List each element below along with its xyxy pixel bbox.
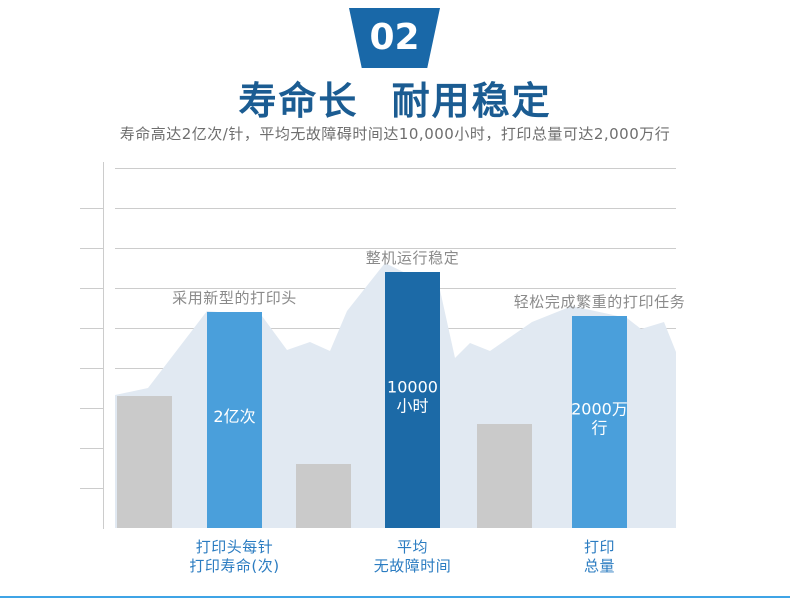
page-title: 寿命长 耐用稳定 [238, 79, 552, 123]
bar-3 [296, 464, 351, 528]
bar-6 [572, 316, 627, 528]
bar-value-label: 2000万 [571, 400, 628, 419]
category-label: 无故障时间 [374, 557, 452, 575]
bar-value-label: 行 [591, 419, 607, 438]
category-label: 打印 [584, 538, 615, 556]
category-label: 平均 [397, 538, 428, 556]
bar-annotation: 轻松完成繁重的打印任务 [514, 293, 686, 311]
section-number: 02 [369, 17, 420, 58]
category-label: 打印头每针 [196, 538, 274, 556]
bars [117, 272, 627, 528]
bar-2 [207, 312, 262, 528]
page-subtitle: 寿命高达2亿次/针，平均无故障碍时间达10,000小时，打印总量可达2,000万… [119, 125, 671, 143]
bar-1 [117, 396, 172, 528]
bar-annotation: 采用新型的打印头 [172, 289, 297, 307]
bar-4 [385, 272, 440, 528]
category-label: 打印寿命(次) [189, 557, 279, 575]
bottom-divider [0, 596, 790, 598]
bar-annotation: 整机运行稳定 [366, 249, 460, 267]
bar-value-label: 10000 [387, 378, 438, 397]
section-number-badge: 02 [349, 8, 440, 68]
category-label: 总量 [584, 557, 615, 575]
bar-value-label: 小时 [396, 397, 428, 416]
bar-value-label: 2亿次 [213, 407, 255, 426]
bar-5 [477, 424, 532, 528]
